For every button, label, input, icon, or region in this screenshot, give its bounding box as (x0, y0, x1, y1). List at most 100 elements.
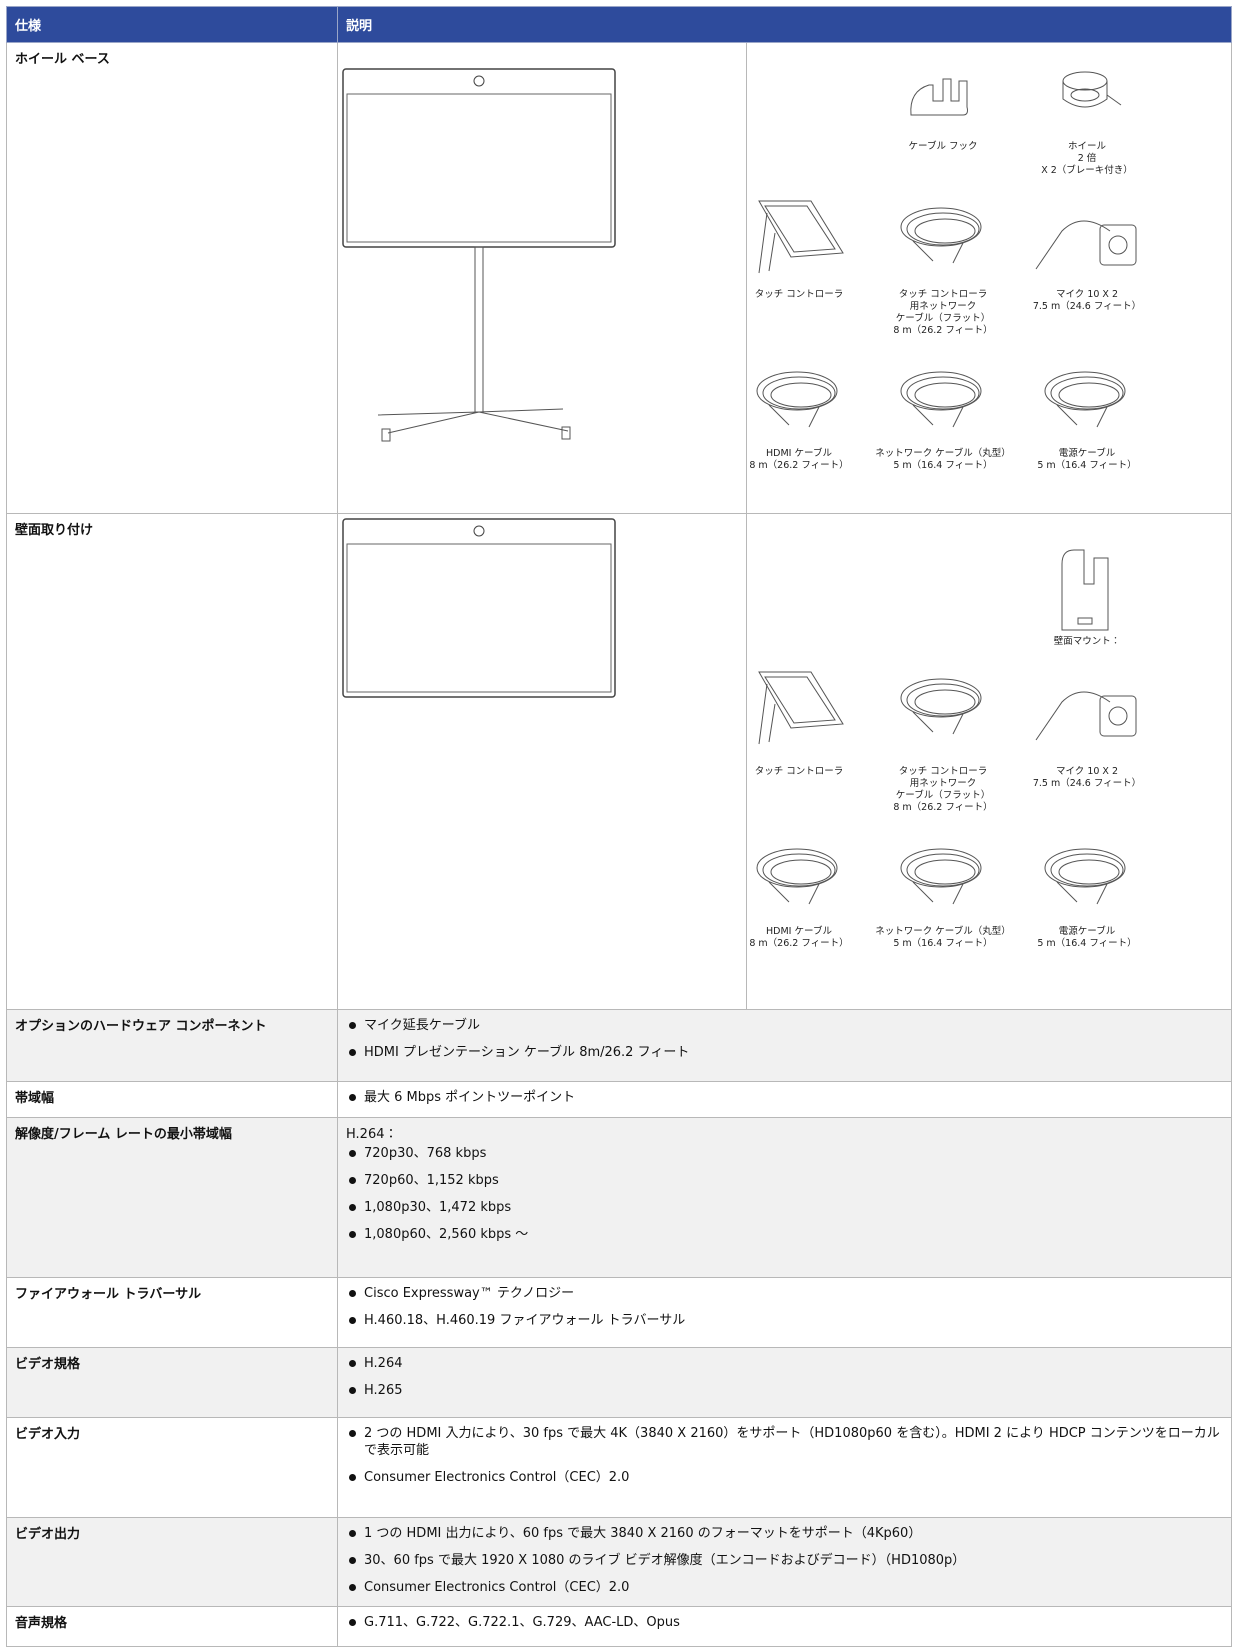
display-camera (473, 75, 485, 87)
caption-line: 電源ケーブル (1058, 926, 1116, 937)
coil-1 (906, 376, 980, 410)
spec-row: 帯域幅 最大 6 Mbps ポイントツーポイント (6, 1081, 1232, 1118)
bullet-dot (349, 1094, 356, 1101)
coil-2 (770, 382, 832, 408)
mic-icon (1035, 691, 1137, 741)
spec-row: ビデオ規格 H.264 H.265 (6, 1347, 1232, 1418)
tablet-screen (764, 676, 836, 724)
spec-cell: ビデオ規格 (6, 1347, 338, 1418)
caption-line: 8 m（26.2 フィート） (893, 802, 993, 813)
caption-line: ケーブル（フラット） (895, 790, 991, 801)
bullet-dot (349, 1177, 356, 1184)
coil-2 (770, 859, 832, 885)
cable-icon (1044, 371, 1126, 428)
spec-cell: 帯域幅 (6, 1081, 338, 1118)
bullet-dot (349, 1022, 356, 1029)
bullet-dot (349, 1430, 356, 1437)
description-cell: G.711、G.722、G.722.1、G.729、AAC-LD、Opus (337, 1606, 1232, 1647)
accessory-image (1007, 365, 1167, 435)
coil-3 (756, 848, 838, 888)
coil-2 (1058, 382, 1120, 408)
caption-line: 8 m（26.2 フィート） (749, 938, 849, 949)
bullet-item: 1,080p60、2,560 kbps ～ (346, 1226, 1223, 1243)
caption-line: X 2（ブレーキ付き） (1041, 165, 1133, 176)
bullet-dot (349, 1360, 356, 1367)
cable-icon (900, 207, 982, 264)
description-cell: 2 つの HDMI 入力により、30 fps で最大 4K（3840 X 216… (337, 1417, 1232, 1518)
spec-row: 音声規格 G.711、G.722、G.722.1、G.729、AAC-LD、Opu… (6, 1606, 1232, 1647)
stand-wheel (381, 428, 391, 442)
cable-icon (900, 678, 982, 735)
accessory-caption: ネットワーク ケーブル（丸型） 5 m（16.4 フィート） (863, 926, 1023, 950)
bullet-dot (349, 1049, 356, 1056)
description: 1 つの HDMI 出力により、60 fps で最大 3840 X 2160 の… (338, 1518, 1231, 1596)
bullet-item: HDMI プレゼンテーション ケーブル 8m/26.2 フィート (346, 1044, 1223, 1061)
caption-line: HDMI ケーブル (766, 448, 832, 459)
description: G.711、G.722、G.722.1、G.729、AAC-LD、Opus (338, 1607, 1231, 1631)
cable-ends (912, 240, 964, 264)
accessory-image (719, 365, 879, 435)
bullet-item: H.265 (346, 1382, 1223, 1399)
wheel-top (1062, 71, 1108, 91)
cable-ends (912, 711, 964, 735)
bullet-text: 1,080p60、2,560 kbps ～ (364, 1227, 529, 1242)
caption-line: タッチ コントローラ (898, 289, 988, 300)
coil-2 (914, 382, 976, 408)
coil-3 (900, 678, 982, 718)
bullet-text: H.264 (364, 1356, 403, 1371)
caption-line: ネットワーク ケーブル（丸型） (875, 448, 1011, 459)
bullet-item: 2 つの HDMI 入力により、30 fps で最大 4K（3840 X 216… (346, 1425, 1223, 1459)
spec-label: ファイアウォール トラバーサル (15, 1287, 202, 1302)
wheel-body (1062, 81, 1108, 108)
spec-cell: 壁面取り付け (6, 513, 338, 1010)
mic-cable (1035, 691, 1111, 741)
description: 2 つの HDMI 入力により、30 fps で最大 4K（3840 X 216… (338, 1418, 1231, 1486)
bullet-text: Consumer Electronics Control（CEC）2.0 (364, 1470, 630, 1485)
bullet-dot (349, 1204, 356, 1211)
coil-2 (914, 689, 976, 715)
bullet-item: マイク延長ケーブル (346, 1017, 1223, 1034)
spec-label: ビデオ出力 (15, 1527, 81, 1542)
caption-line: ケーブル フック (908, 141, 978, 152)
accessory-caption: HDMI ケーブル 8 m（26.2 フィート） (719, 926, 879, 950)
spec-cell: 解像度/フレーム レートの最小帯域幅 (6, 1117, 338, 1278)
spec-row: 解像度/フレーム レートの最小帯域幅 H.264： 720p30、768 kbps 7… (6, 1117, 1232, 1278)
bullet-text: Cisco Expressway™ テクノロジー (364, 1286, 575, 1301)
header-row: 仕様 説明 (6, 6, 1232, 43)
description: マイク延長ケーブル HDMI プレゼンテーション ケーブル 8m/26.2 フィー… (338, 1010, 1231, 1061)
mount-shape (1061, 549, 1109, 631)
mic-body (1099, 224, 1137, 266)
description-cell: 1 つの HDMI 出力により、60 fps で最大 3840 X 2160 の… (337, 1517, 1232, 1607)
coil-1 (762, 853, 836, 887)
caption-line: 7.5 m（24.6 フィート） (1032, 301, 1142, 312)
cable-icon (756, 848, 838, 905)
bullet-text: HDMI プレゼンテーション ケーブル 8m/26.2 フィート (364, 1045, 690, 1060)
description-cell: 最大 6 Mbps ポイントツーポイント (337, 1081, 1232, 1118)
accessory-image (863, 365, 1023, 435)
spec-label: ビデオ規格 (15, 1357, 81, 1372)
coil-2 (1058, 859, 1120, 885)
mic-cable (1035, 220, 1111, 270)
description-cell: 壁面マウント： タッチ コントローラ タッチ コントローラ 用ネットワーク ケーブル（フ… (337, 513, 1232, 1010)
tablet-frame (758, 671, 844, 729)
bullet-dot (349, 1231, 356, 1238)
spec-cell: 音声規格 (6, 1606, 338, 1647)
bullet-dot (349, 1530, 356, 1537)
caption-line: HDMI ケーブル (766, 926, 832, 937)
bullet-dot (349, 1150, 356, 1157)
bullet-dot (349, 1474, 356, 1481)
bullet-item: H.460.18、H.460.19 ファイアウォール トラバーサル (346, 1312, 1223, 1329)
caption-line: 用ネットワーク (909, 778, 977, 789)
accessory-image (719, 193, 879, 278)
accessory-caption: タッチ コントローラ 用ネットワーク ケーブル（フラット） 8 m（26.2 フィート… (863, 289, 1023, 337)
tablet-stand (758, 212, 776, 274)
coil-3 (1044, 848, 1126, 888)
bullet-text: 1,080p30、1,472 kbps (364, 1200, 512, 1215)
accessory-caption: タッチ コントローラ 用ネットワーク ケーブル（フラット） 8 m（26.2 フィート… (863, 766, 1023, 814)
coil-3 (1044, 371, 1126, 411)
caption-line: ホイール (1067, 141, 1106, 152)
header-cell: 仕様 (6, 6, 338, 43)
